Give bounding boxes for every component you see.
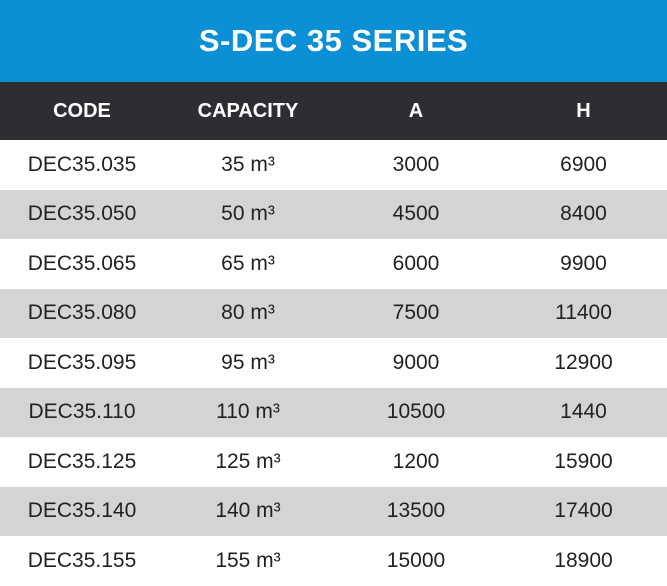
table-cell: 80 m³ [221,301,275,325]
table-row: DEC35.125 125 m³ 1200 15900 [0,437,667,487]
table-cell: DEC35.140 [27,499,137,523]
table-cell: DEC35.110 [28,400,136,424]
table-cell: 3000 [392,152,440,176]
table-cell: 110 m³ [216,400,280,424]
table-title: S-DEC 35 SERIES [0,0,667,82]
table-row: DEC35.095 95 m³ 9000 12900 [0,338,667,388]
table-row: DEC35.050 50 m³ 4500 8400 [0,189,667,239]
header-row: CODE CAPACITY A H [0,82,667,140]
table-cell: 12900 [554,350,613,374]
table-cell: DEC35.095 [27,350,137,374]
table-row: DEC35.065 65 m³ 6000 9900 [0,239,667,289]
table-cell: 15900 [554,449,613,473]
table-body: DEC35.035 35 m³ 3000 6900 DEC35.050 50 m³ 4500… [0,140,667,586]
table-cell: DEC35.065 [27,251,137,275]
column-header: A [408,99,424,122]
column-header: CAPACITY [197,99,299,122]
table-cell: 155 m³ [215,548,281,572]
table-cell: 17400 [554,499,613,523]
table-cell: 18900 [554,548,613,572]
table-cell: 4500 [392,202,440,226]
table-cell: 65 m³ [221,251,275,275]
table-cell: 9000 [392,350,440,374]
column-header: CODE [53,99,111,122]
table-row: DEC35.110 110 m³ 10500 1440 [0,387,667,437]
table-cell: 6900 [560,152,607,176]
table-cell: 95 m³ [221,350,275,374]
table-cell: DEC35.050 [27,202,137,226]
table-cell: 9900 [560,251,607,275]
table-cell: 1200 [392,449,440,473]
table-cell: 140 m³ [215,499,281,523]
table-cell: 10500 [386,400,446,424]
table-cell: 13500 [386,499,446,523]
table-cell: 125 m³ [215,449,281,473]
table-row: DEC35.080 80 m³ 7500 11400 [0,288,667,338]
table-cell: DEC35.035 [27,152,137,176]
table-cell: DEC35.080 [27,301,137,325]
table-cell: 8400 [560,202,607,226]
table-cell: 15000 [386,548,446,572]
table-cell: 35 m³ [221,152,275,176]
table-cell: 50 m³ [221,202,275,226]
table-cell: 1440 [560,400,607,424]
table-cell: 6000 [392,251,440,275]
table-row: DEC35.035 35 m³ 3000 6900 [0,140,667,190]
table-row: DEC35.140 140 m³ 13500 17400 [0,486,667,536]
column-header: H [576,99,591,122]
table-cell: 7500 [392,301,440,325]
table-cell: DEC35.155 [27,548,137,572]
table-cell: DEC35.125 [27,449,137,473]
table-row: DEC35.155 155 m³ 15000 18900 [0,536,667,586]
table-cell: 11400 [555,301,612,325]
